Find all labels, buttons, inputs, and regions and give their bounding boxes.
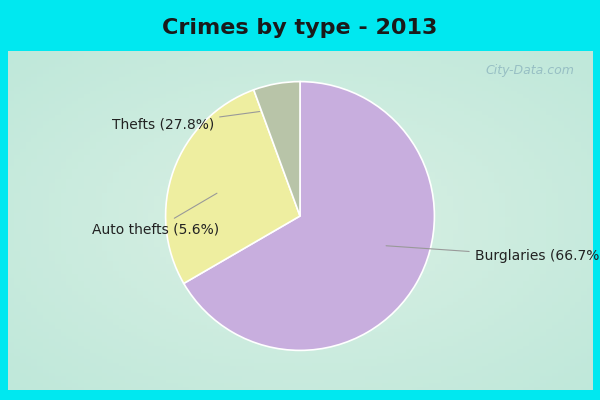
Wedge shape xyxy=(184,82,434,350)
Text: Burglaries (66.7%): Burglaries (66.7%) xyxy=(386,246,600,263)
Wedge shape xyxy=(254,82,300,216)
Text: City-Data.com: City-Data.com xyxy=(486,64,575,77)
Text: Crimes by type - 2013: Crimes by type - 2013 xyxy=(163,18,437,38)
Wedge shape xyxy=(166,90,300,284)
Text: Auto thefts (5.6%): Auto thefts (5.6%) xyxy=(92,193,219,236)
Text: Thefts (27.8%): Thefts (27.8%) xyxy=(112,112,260,132)
